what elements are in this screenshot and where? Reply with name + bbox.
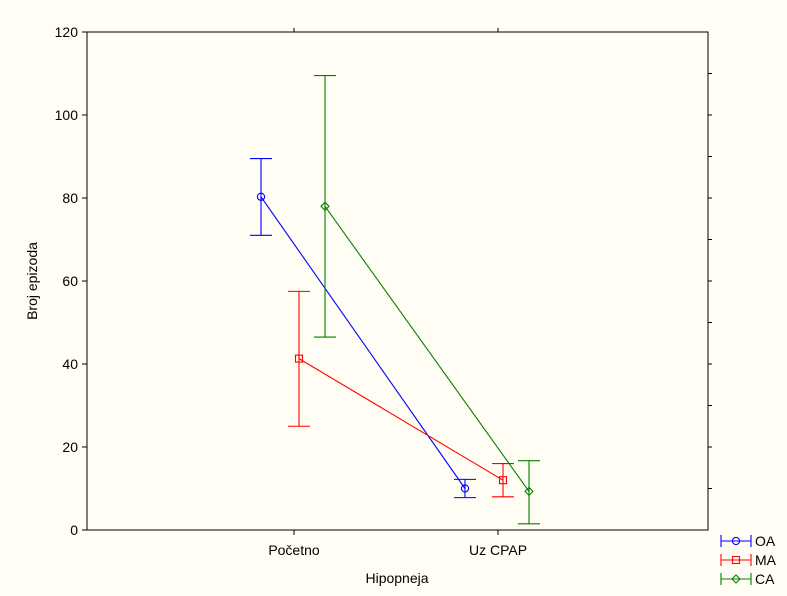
y-tick-label: 80 — [62, 190, 78, 206]
series-line — [260, 196, 466, 489]
legend-label: OA — [755, 533, 776, 549]
legend-label: MA — [755, 552, 777, 568]
legend-marker — [731, 536, 741, 546]
data-point — [294, 354, 304, 363]
y-tick-label: 0 — [70, 522, 78, 538]
series-ma — [288, 290, 514, 498]
legend-marker — [731, 574, 741, 584]
y-tick-label: 20 — [62, 439, 78, 455]
data-point — [524, 486, 534, 497]
y-tick-label: 100 — [55, 107, 79, 123]
y-axis: 0 20 40 60 80 100 120 — [55, 24, 712, 538]
series-layer — [250, 75, 540, 525]
legend: OA MA CA — [720, 533, 777, 587]
legend-marker — [731, 555, 741, 565]
series-line — [324, 205, 530, 492]
data-point — [256, 192, 266, 201]
data-point — [320, 201, 330, 212]
plot-frame — [86, 31, 709, 531]
y-tick-label: 40 — [62, 356, 78, 372]
data-point — [460, 484, 470, 493]
data-point — [498, 476, 508, 485]
x-tick-label: Uz CPAP — [469, 542, 527, 558]
y-tick-label: 120 — [55, 24, 79, 40]
legend-label: CA — [755, 571, 775, 587]
x-tick-label: Početno — [268, 542, 320, 558]
x-axis: Početno Uz CPAP — [268, 28, 527, 558]
y-tick-label: 60 — [62, 273, 78, 289]
y-axis-label: Broj epizoda — [24, 242, 40, 320]
series-oa — [250, 158, 476, 499]
x-axis-label: Hipopneja — [365, 570, 428, 586]
series-line — [298, 358, 504, 481]
series-ca — [314, 75, 540, 525]
